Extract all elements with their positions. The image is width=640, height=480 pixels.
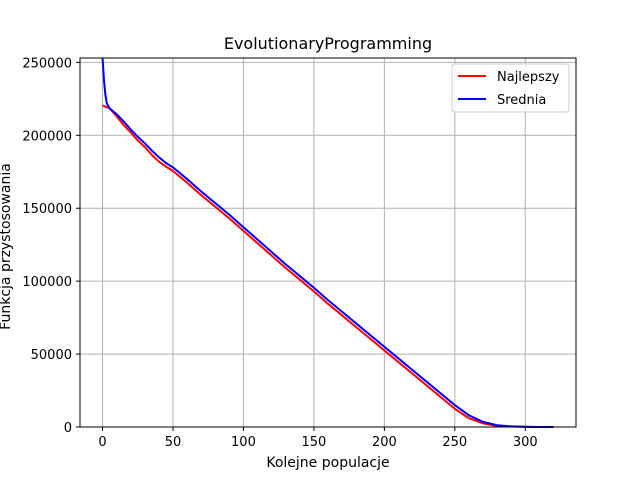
y-tick-label: 50000 — [31, 348, 72, 363]
chart-title: EvolutionaryProgramming — [224, 34, 432, 53]
x-tick-label: 250 — [442, 435, 467, 450]
x-tick-label: 300 — [513, 435, 538, 450]
series-line-srednia — [101, 57, 554, 428]
legend-label-srednia: Srednia — [497, 93, 546, 108]
x-tick-label: 50 — [165, 435, 182, 450]
x-tick-label: 0 — [98, 435, 106, 450]
x-tick-label: 100 — [231, 435, 256, 450]
x-axis-ticks: 0 50 100 150 200 250 300 — [98, 427, 538, 450]
x-tick-label: 150 — [301, 435, 326, 450]
legend: Najlepszy Srednia — [451, 63, 570, 113]
y-tick-label: 0 — [64, 421, 72, 436]
x-tick-label: 200 — [372, 435, 397, 450]
legend-label-najlepszy: Najlepszy — [497, 70, 560, 85]
y-axis-ticks: 0 50000 100000 150000 200000 250000 — [22, 56, 80, 436]
plot-frame — [79, 57, 577, 428]
y-tick-label: 250000 — [22, 56, 72, 71]
y-tick-label: 150000 — [22, 202, 72, 217]
y-tick-label: 200000 — [22, 129, 72, 144]
series-lines — [101, 57, 554, 428]
series-line-najlepszy — [102, 104, 554, 428]
y-axis-label: Funkcja przystosowania — [0, 163, 14, 330]
x-axis-label: Kolejne populacje — [266, 455, 389, 471]
y-tick-label: 100000 — [22, 275, 72, 290]
grid-lines — [80, 58, 576, 428]
